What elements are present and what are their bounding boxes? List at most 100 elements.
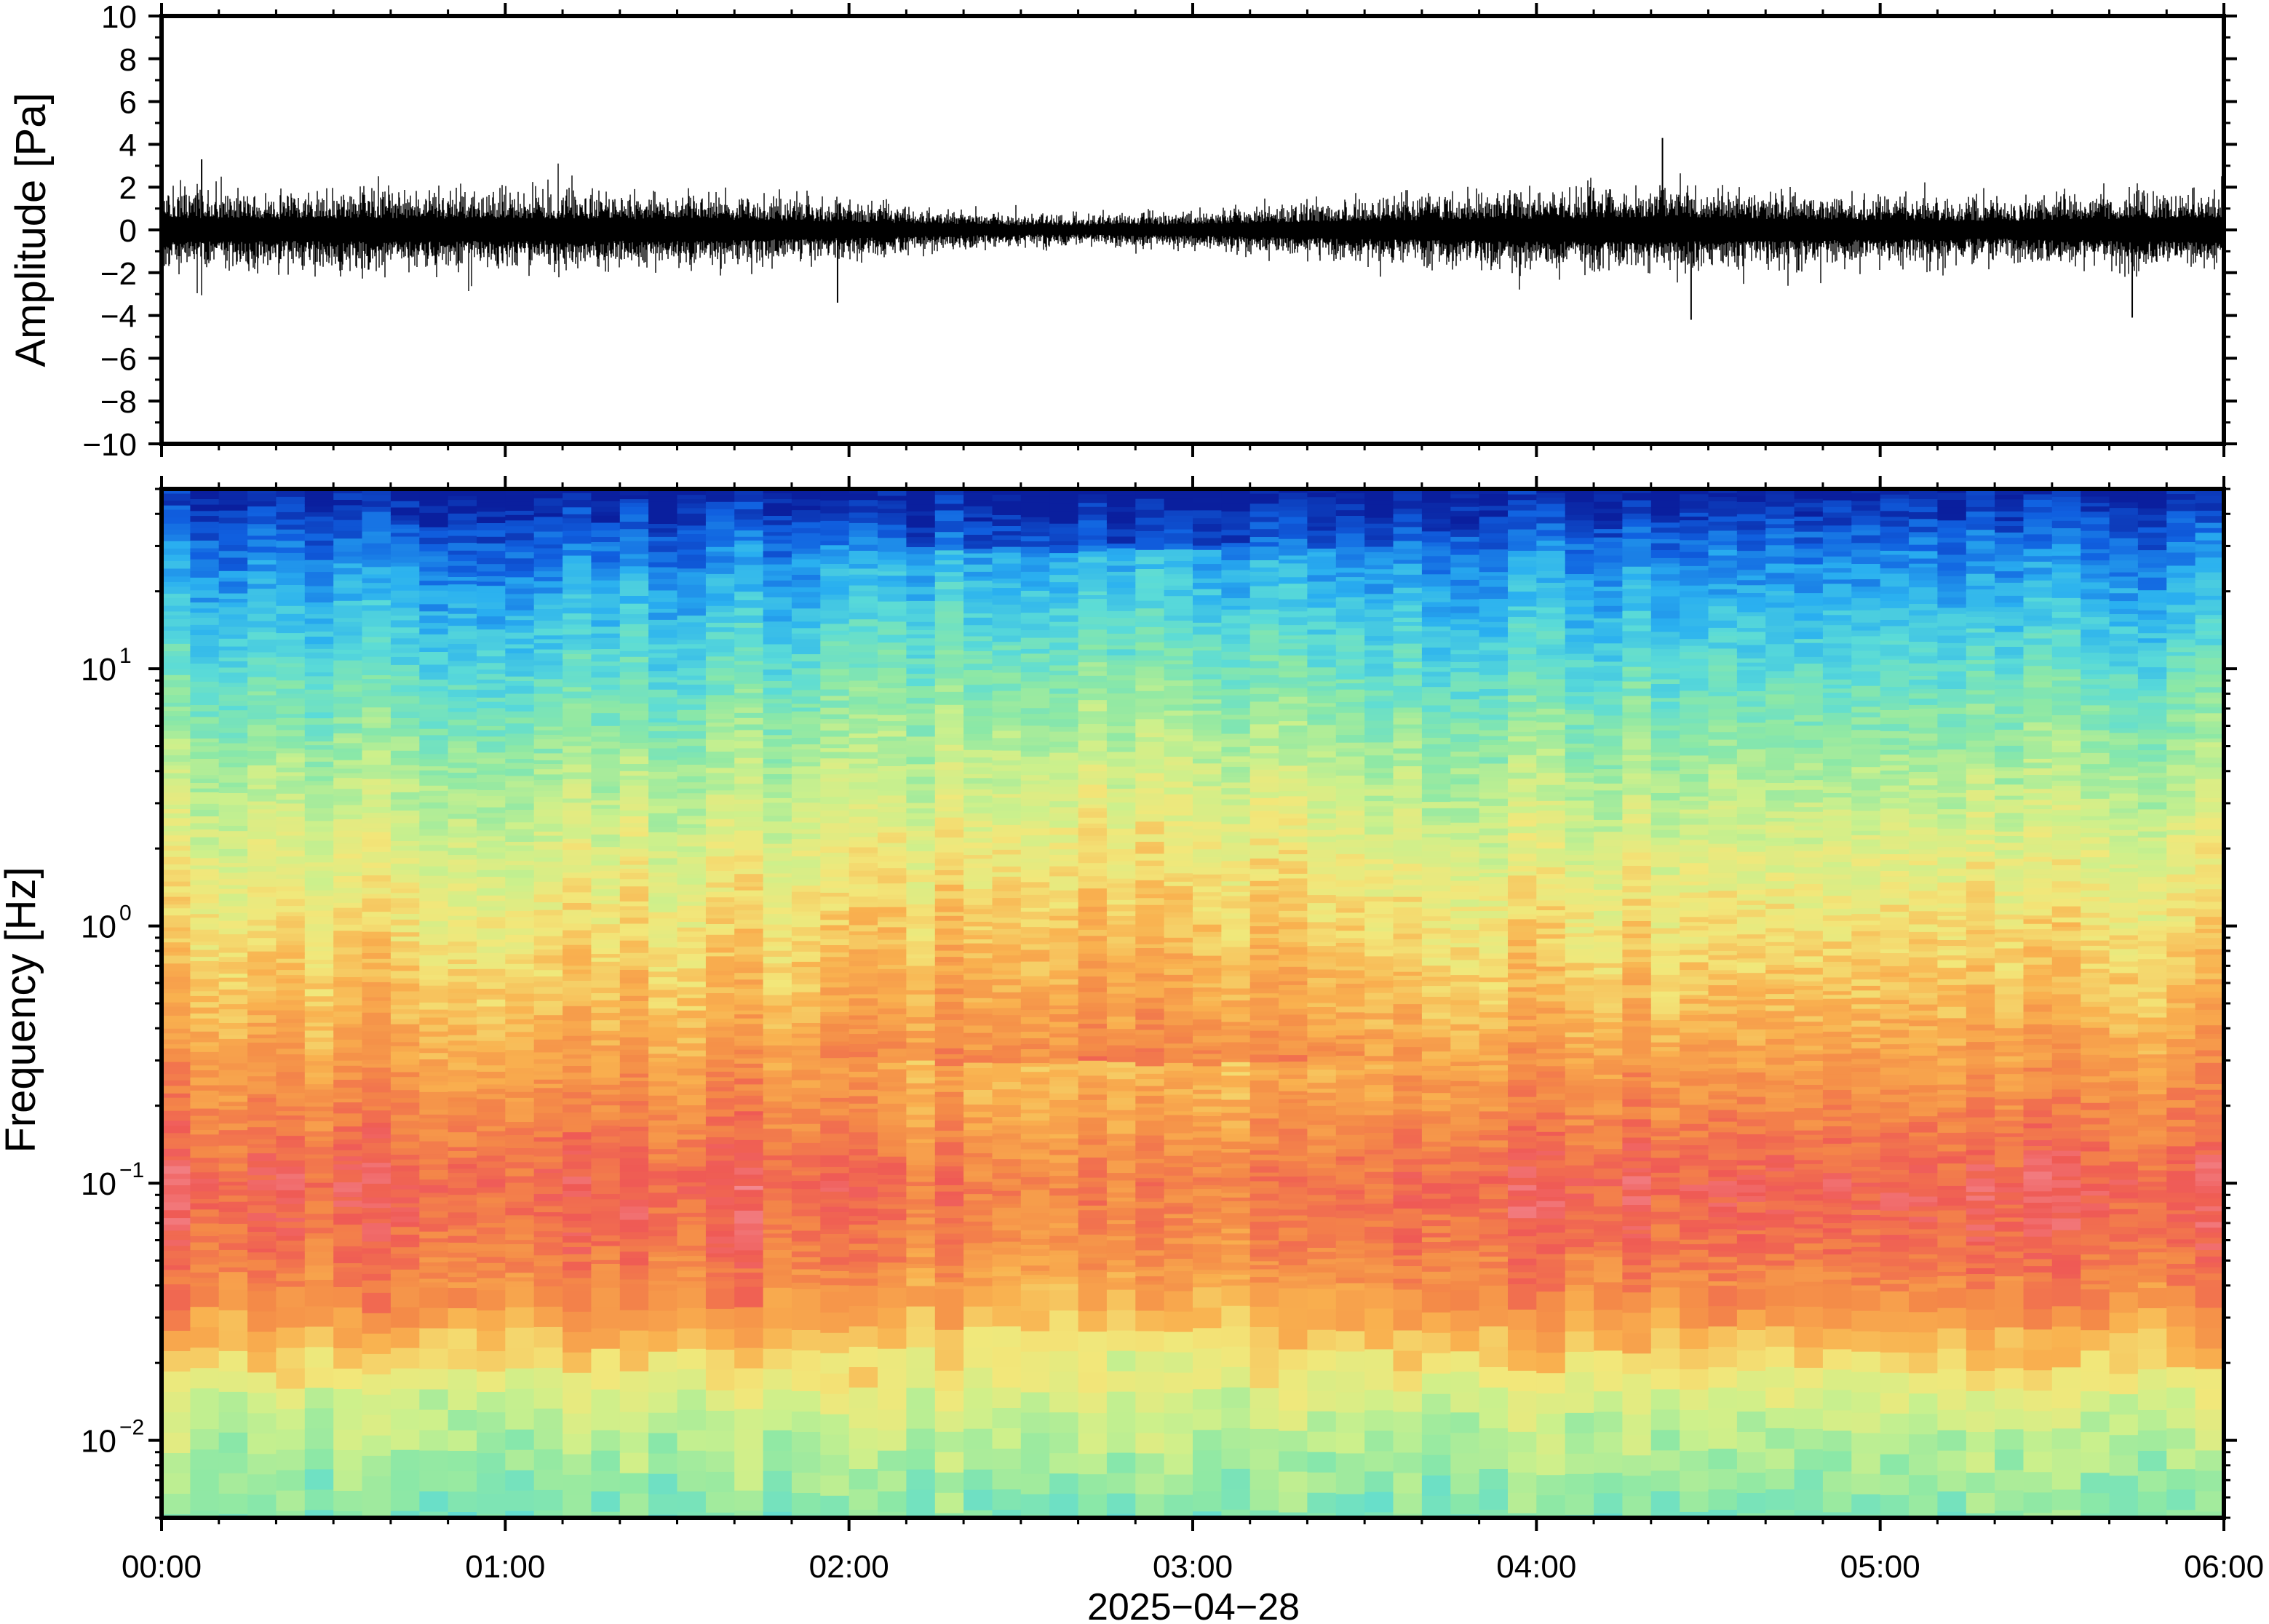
spectrogram-cell xyxy=(390,1207,420,1213)
spectrogram-cell xyxy=(963,1111,993,1118)
spectrogram-cell xyxy=(1049,843,1079,850)
spectrogram-cell xyxy=(304,1408,334,1429)
spectrogram-cell xyxy=(878,1174,907,1179)
spectrogram-cell xyxy=(791,1046,821,1051)
spectrogram-cell xyxy=(906,668,936,674)
spectrogram-cell xyxy=(419,883,449,889)
spectrogram-cell xyxy=(276,1227,306,1237)
spectrogram-cell xyxy=(1049,675,1079,682)
spectrogram-cell xyxy=(247,879,277,888)
spectrogram-cell xyxy=(247,1068,277,1073)
spectrogram-cell xyxy=(190,1070,220,1078)
spectrogram-cell xyxy=(677,554,707,562)
spectrogram-cell xyxy=(1049,541,1079,546)
spectrogram-cell xyxy=(276,821,306,825)
spectrogram-cell xyxy=(906,613,936,623)
spectrogram-cell xyxy=(963,1469,993,1491)
spectrogram-cell xyxy=(992,1271,1022,1277)
spectrogram-cell xyxy=(190,717,220,725)
spectrogram-cell xyxy=(1078,711,1108,718)
spectrogram-cell xyxy=(218,1056,248,1064)
spectrogram-cell xyxy=(677,640,707,645)
spectrogram-cell xyxy=(934,1150,964,1156)
spectrogram-cell xyxy=(849,709,878,715)
spectrogram-cell xyxy=(276,552,306,562)
spectrogram-cell xyxy=(963,1347,993,1369)
spectrogram-cell xyxy=(333,876,363,883)
spectrogram-cell xyxy=(162,505,191,511)
spectrogram-cell xyxy=(878,509,907,514)
spectrogram-cell xyxy=(304,1272,334,1281)
spectrogram-cell xyxy=(505,1490,535,1512)
spectrogram-cell xyxy=(648,1132,678,1138)
spectrogram-cell xyxy=(648,552,678,557)
spectrogram-cell xyxy=(591,900,621,905)
spectrogram-cell xyxy=(505,1277,535,1282)
spectrogram-cell xyxy=(247,1413,277,1434)
spectrogram-cell xyxy=(878,525,907,530)
spectrogram-cell xyxy=(992,489,1022,495)
spectrogram-cell xyxy=(1020,1078,1050,1085)
spectrogram-cell xyxy=(563,1291,592,1313)
spectrogram-cell xyxy=(705,975,735,983)
spectrogram-cell xyxy=(763,1389,792,1411)
spectrogram-cell xyxy=(190,875,220,881)
spectrogram-cell xyxy=(218,672,248,678)
spectrogram-cell xyxy=(190,504,220,512)
spectrogram-cell xyxy=(734,724,764,731)
spectrogram-cell xyxy=(304,624,334,632)
spectrogram-cell xyxy=(247,771,277,779)
spectrogram-cell xyxy=(820,939,850,946)
spectrogram-cell xyxy=(362,527,392,533)
spectrogram-cell xyxy=(162,1086,191,1094)
spectrogram-cell xyxy=(963,664,993,671)
spectrogram-cell xyxy=(1020,1091,1050,1099)
spectrogram-cell xyxy=(878,818,907,823)
spectrogram-cell xyxy=(619,489,649,496)
spectrogram-cell xyxy=(1020,911,1050,920)
spectrogram-cell xyxy=(705,1165,735,1174)
spectrogram-cell xyxy=(362,1044,392,1050)
spectrogram-cell xyxy=(190,1286,220,1307)
spectrogram-cell xyxy=(362,898,392,906)
spectrogram-cell xyxy=(591,1235,621,1242)
spectrogram-cell xyxy=(304,989,334,997)
spectrogram-cell xyxy=(648,1453,678,1475)
spectrogram-cell xyxy=(448,1229,477,1237)
spectrogram-cell xyxy=(533,730,563,736)
spectrogram-cell xyxy=(563,855,592,861)
spectrogram-cell xyxy=(677,1088,707,1096)
spectrogram-cell xyxy=(791,1241,821,1246)
spectrogram-cell xyxy=(705,773,735,781)
spectrogram-cell xyxy=(190,1085,220,1091)
spectrogram-cell xyxy=(190,816,220,824)
spectrogram-cell xyxy=(878,894,907,900)
spectrogram-cell xyxy=(992,880,1022,885)
spectrogram-cell xyxy=(448,1471,477,1492)
spectrogram-cell xyxy=(477,824,506,831)
spectrogram-cell xyxy=(333,888,363,893)
spectrogram-cell xyxy=(705,1247,735,1254)
spectrogram-cell xyxy=(734,1262,764,1270)
spectrogram-cell xyxy=(304,847,334,856)
spectrogram-cell xyxy=(563,1196,592,1204)
spectrogram-cell xyxy=(763,883,792,888)
spectrogram-cell xyxy=(705,1122,735,1126)
spectrogram-cell xyxy=(419,1511,449,1518)
spectrogram-cell xyxy=(362,1455,392,1477)
spectrogram-cell xyxy=(218,650,248,658)
spectrogram-cell xyxy=(878,1287,907,1309)
spectrogram-cell xyxy=(992,635,1022,642)
spectrogram-cell xyxy=(1020,581,1050,587)
spectrogram-cell xyxy=(533,1186,563,1195)
spectrogram-cell xyxy=(992,1125,1022,1131)
spectrogram-cell xyxy=(362,1241,392,1249)
spectrogram-cell xyxy=(906,1388,936,1409)
spectrogram-cell xyxy=(705,1349,735,1371)
spectrogram-cell xyxy=(878,634,907,643)
spectrogram-cell xyxy=(505,1024,535,1032)
spectrogram-cell xyxy=(763,493,792,500)
spectrogram-cell xyxy=(247,1062,277,1070)
spectrogram-cell xyxy=(362,1292,392,1314)
spectrogram-cell xyxy=(276,1449,306,1471)
